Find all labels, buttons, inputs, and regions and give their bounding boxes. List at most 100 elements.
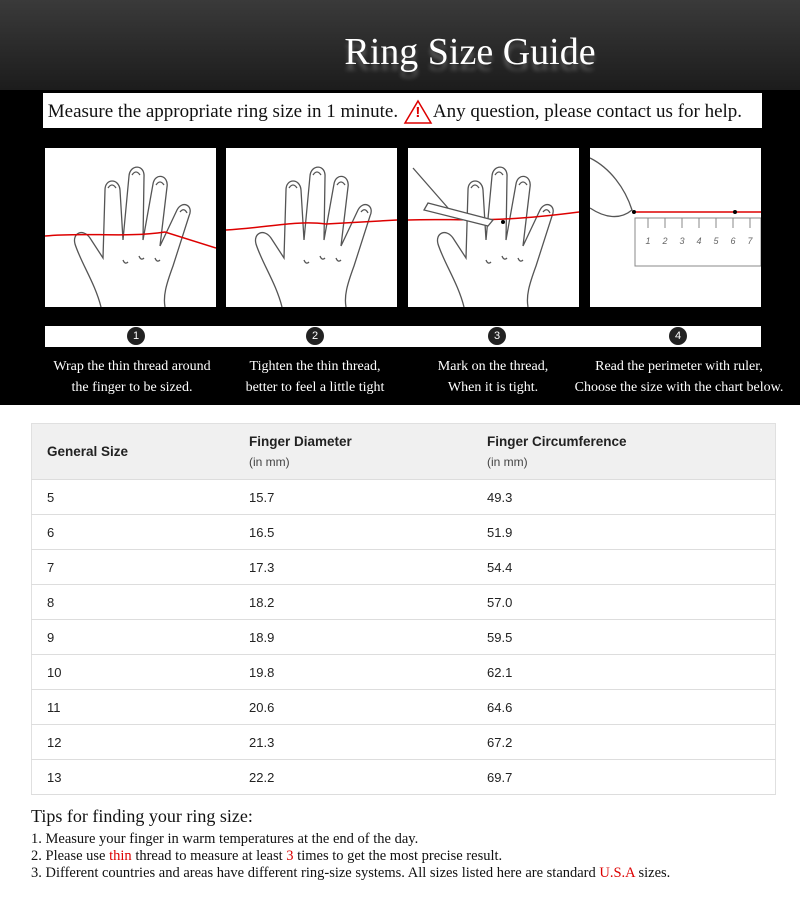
ruler-label: 4	[696, 236, 701, 246]
step-number: 1	[127, 327, 145, 345]
warning-mark: !	[415, 103, 421, 121]
header-unit: (in mm)	[487, 455, 528, 469]
table-cell: 49.3	[472, 479, 776, 515]
step-caption: Tighten the thin thread, better to feel a…	[195, 356, 435, 398]
warning-icon: !	[403, 99, 433, 125]
table-row: 11 20.6 64.6	[31, 689, 776, 725]
table-body: 5 15.7 49.3 6 16.5 51.9 7 17.3 54.4 8 18.2 57.0 9 18.…	[31, 479, 776, 795]
table-cell: 18.2	[234, 584, 472, 620]
table-cell: 51.9	[472, 514, 776, 550]
step-number: 2	[306, 327, 324, 345]
step-illustration	[45, 148, 216, 307]
ruler-label: 3	[679, 236, 684, 246]
ruler-label: 1	[645, 236, 650, 246]
table-cell: 17.3	[234, 549, 472, 585]
ruler-label: 5	[713, 236, 719, 246]
tip-highlight: 3	[286, 848, 294, 864]
caption-line: Mark on the thread,	[437, 359, 549, 374]
tip-text: 2. Please use	[31, 848, 110, 864]
column-header: General Size	[31, 423, 234, 480]
ruler-label: 2	[661, 236, 667, 246]
column-header: Finger Circumference (in mm)	[472, 423, 776, 480]
table-cell: 20.6	[234, 689, 472, 725]
step-number: 4	[669, 327, 687, 345]
step-illustration	[226, 148, 397, 307]
tips: Tips for finding your ring size: 1. Meas…	[31, 806, 670, 882]
tips-list: 1. Measure your finger in warm temperatu…	[31, 831, 670, 882]
tip-text: sizes.	[634, 865, 671, 881]
timeline-bar	[45, 326, 761, 347]
step-caption: Read the perimeter with ruler, Choose the…	[559, 356, 799, 398]
table-row: 6 16.5 51.9	[31, 514, 776, 550]
table-cell: 15.7	[234, 479, 472, 515]
table-cell: 11	[31, 689, 234, 725]
header-label: General Size	[47, 444, 129, 459]
table-header: General Size Finger Diameter (in mm) Finger…	[31, 423, 776, 480]
caption-line: Tighten the thin thread,	[249, 359, 381, 374]
tip-text: thread to measure at least	[131, 848, 287, 864]
tip-item: 3. Different countries and areas have di…	[31, 865, 670, 882]
header-label: Finger Circumference	[487, 434, 627, 449]
table-cell: 12	[31, 724, 234, 760]
ruler-label: 7	[747, 236, 753, 246]
table-row: 5 15.7 49.3	[31, 479, 776, 515]
table-cell: 9	[31, 619, 234, 655]
table-cell: 18.9	[234, 619, 472, 655]
table-cell: 64.6	[472, 689, 776, 725]
table-row: 10 19.8 62.1	[31, 654, 776, 690]
size-table: General Size Finger Diameter (in mm) Finger…	[31, 423, 776, 795]
tip-highlight: U.S.A	[599, 865, 635, 881]
step-illustration: 1 2 3 4 5 6 7	[590, 148, 761, 307]
step-caption: Wrap the thin thread around the finger to…	[12, 356, 252, 398]
header-unit: (in mm)	[249, 455, 290, 469]
step-number: 3	[488, 327, 506, 345]
table-cell: 59.5	[472, 619, 776, 655]
tip-text: 3. Different countries and areas have di…	[31, 865, 600, 881]
caption-line: Read the perimeter with ruler,	[595, 359, 763, 374]
tips-title: Tips for finding your ring size:	[31, 806, 253, 826]
caption-line: better to feel a little tight	[245, 380, 385, 395]
table-cell: 54.4	[472, 549, 776, 585]
table-cell: 8	[31, 584, 234, 620]
table-row: 8 18.2 57.0	[31, 584, 776, 620]
caption-line: When it is tight.	[447, 380, 539, 395]
title-band	[0, 0, 800, 90]
tip-item: 1. Measure your finger in warm temperatu…	[31, 831, 670, 848]
step-caption: Mark on the thread, When it is tight.	[373, 356, 613, 398]
table-row: 12 21.3 67.2	[31, 724, 776, 760]
tip-highlight: thin	[109, 848, 132, 864]
table-cell: 57.0	[472, 584, 776, 620]
table-cell: 7	[31, 549, 234, 585]
tip-item: 2. Please use thin thread to measure at …	[31, 848, 670, 865]
ruler-labels: 1 2 3 4 5 6 7	[645, 218, 753, 246]
table-row: 9 18.9 59.5	[31, 619, 776, 655]
warning-triangle	[403, 99, 433, 124]
table-cell: 21.3	[234, 724, 472, 760]
instruction-box: Measure the appropriate ring size in 1 m…	[43, 93, 762, 128]
caption-line: Wrap the thin thread around	[53, 359, 211, 374]
header-label: Finger Diameter	[249, 434, 352, 449]
table-cell: 6	[31, 514, 234, 550]
table-cell: 22.2	[234, 759, 472, 795]
table-cell: 16.5	[234, 514, 472, 550]
table-cell: 67.2	[472, 724, 776, 760]
step-illustration	[408, 148, 579, 307]
instruction-text: Measure the appropriate ring size in 1 m…	[47, 101, 399, 123]
table-cell: 69.7	[472, 759, 776, 795]
header-area: Ring Size Guide Measure the appropriate …	[0, 0, 800, 405]
caption-line: Choose the size with the chart below.	[574, 380, 784, 395]
instruction-text: Any question, please contact us for help…	[432, 101, 743, 123]
table-cell: 62.1	[472, 654, 776, 690]
table-cell: 19.8	[234, 654, 472, 690]
title: Ring Size Guide	[344, 31, 596, 73]
table-row: 13 22.2 69.7	[31, 759, 776, 795]
table-cell: 10	[31, 654, 234, 690]
ruler-label: 6	[730, 236, 735, 246]
table-cell: 5	[31, 479, 234, 515]
tip-text: 1. Measure your finger in warm temperatu…	[31, 831, 419, 847]
caption-line: the finger to be sized.	[71, 380, 193, 395]
table-row: 7 17.3 54.4	[31, 549, 776, 585]
table-cell: 13	[31, 759, 234, 795]
tip-text: times to get the most precise result.	[293, 848, 503, 864]
